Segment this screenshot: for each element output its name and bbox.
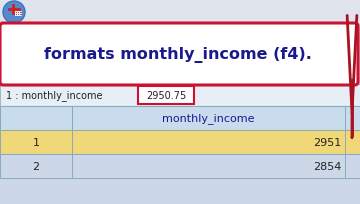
Bar: [0, 154, 360, 178]
Bar: [15, 12, 21, 16]
Text: monthly_income: monthly_income: [162, 113, 255, 124]
Bar: [0, 0, 360, 27]
Text: 2: 2: [32, 161, 40, 171]
FancyBboxPatch shape: [0, 24, 358, 86]
Bar: [0, 130, 360, 154]
Text: 1 : monthly_income: 1 : monthly_income: [6, 90, 103, 101]
Text: 2854: 2854: [312, 161, 341, 171]
Bar: [0, 106, 360, 130]
Text: 1: 1: [32, 137, 40, 147]
Bar: [0, 130, 360, 154]
Bar: [0, 154, 360, 178]
Text: 2951: 2951: [313, 137, 341, 147]
Bar: [138, 86, 194, 104]
Bar: [0, 85, 360, 106]
Bar: [0, 85, 360, 106]
Circle shape: [3, 2, 25, 24]
Bar: [0, 106, 360, 130]
Text: formats monthly_income (f4).: formats monthly_income (f4).: [44, 47, 312, 63]
Text: 2950.75: 2950.75: [146, 91, 186, 101]
